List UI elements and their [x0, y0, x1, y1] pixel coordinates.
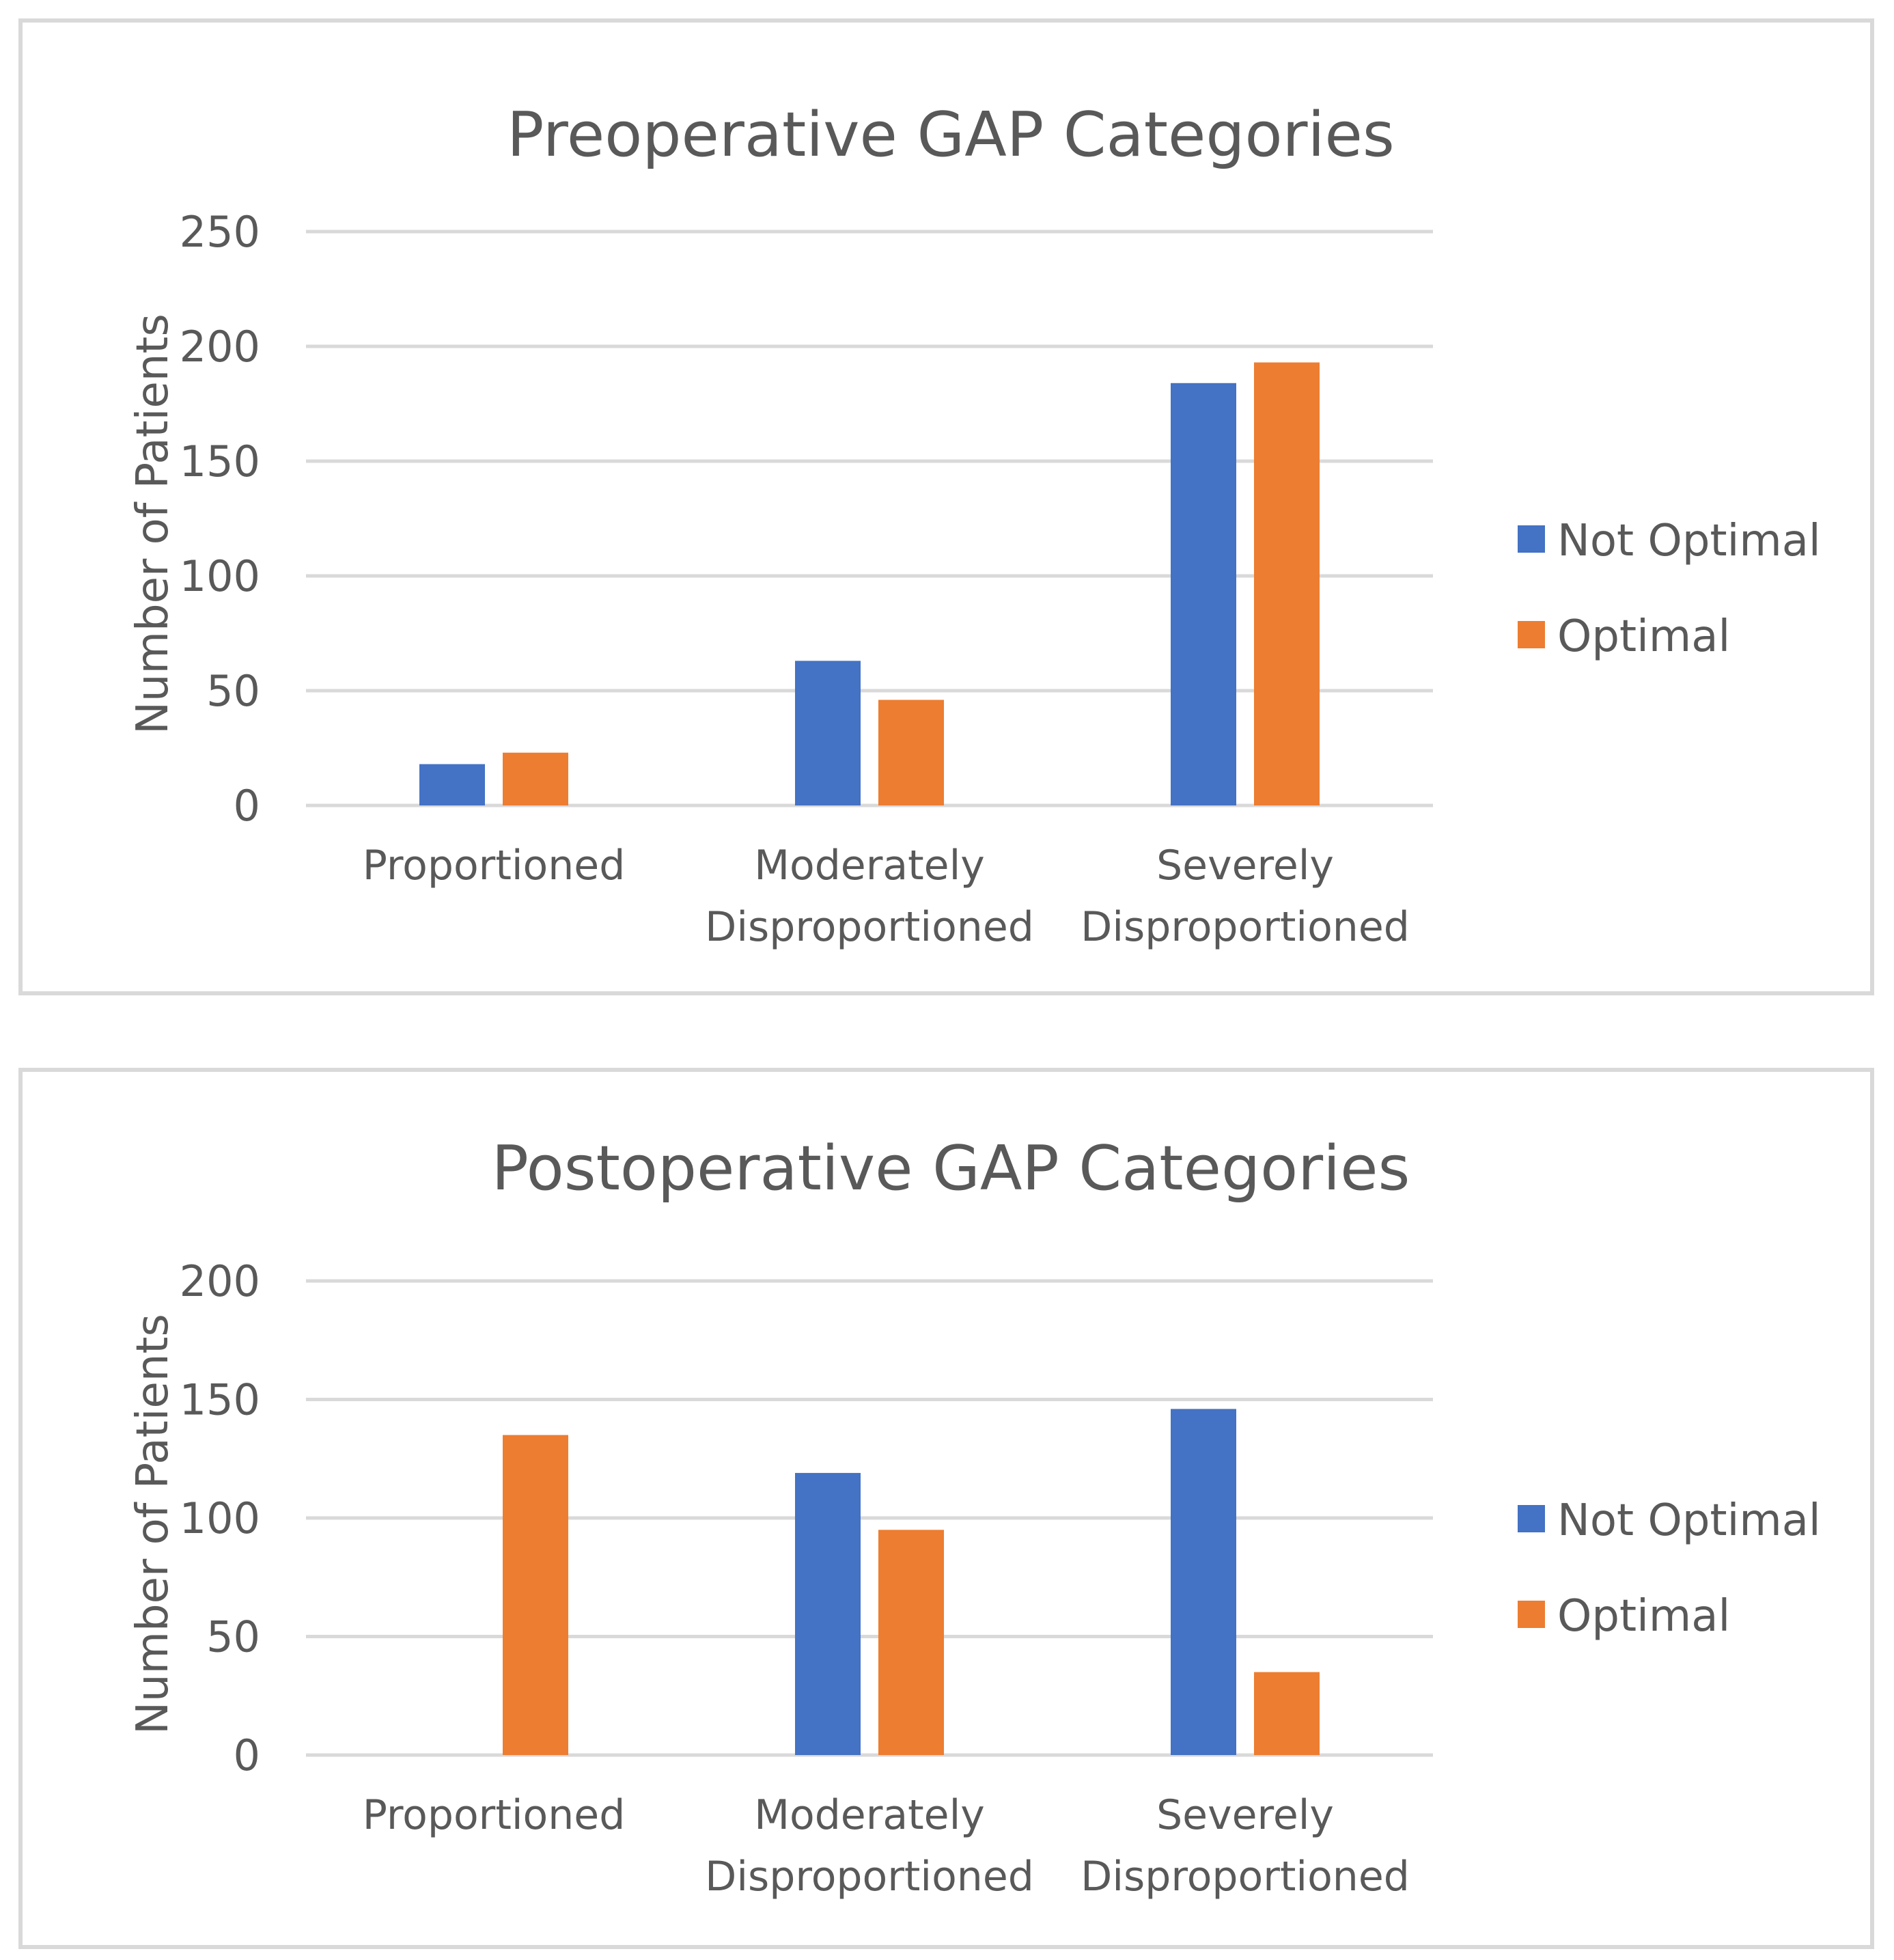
y-tick-label: 250 [180, 207, 260, 257]
bar-optimal [503, 752, 568, 805]
y-tick-label: 200 [180, 322, 260, 372]
bar-not-optimal [419, 764, 485, 805]
legend-swatch-not-optimal [1518, 525, 1545, 553]
bar-optimal [878, 1530, 944, 1755]
legend-label-optimal: Optimal [1557, 1591, 1730, 1642]
y-tick-label: 150 [180, 437, 260, 486]
y-axis-label: Number of Patients [128, 314, 178, 734]
bar-not-optimal [795, 661, 861, 805]
category-label: Severely Disproportioned [1081, 842, 1410, 951]
category-label: Severely Disproportioned [1081, 1791, 1410, 1901]
y-tick-label: 0 [234, 1730, 260, 1780]
category-label: Moderately Disproportioned [705, 842, 1034, 951]
bar-optimal [503, 1435, 568, 1755]
y-tick-label: 50 [206, 1612, 260, 1662]
category-label: Moderately Disproportioned [705, 1791, 1034, 1901]
y-tick-label: 150 [180, 1375, 260, 1425]
y-axis-label: Number of Patients [128, 1314, 178, 1735]
y-tick-label: 100 [180, 551, 260, 601]
preoperative-chart-panel: Preoperative GAP Categories Number of Pa… [18, 18, 1874, 995]
y-tick-label: 50 [206, 666, 260, 716]
legend-swatch-optimal [1518, 1601, 1545, 1628]
bar-optimal [1254, 1672, 1320, 1755]
legend-swatch-not-optimal [1518, 1505, 1545, 1532]
preoperative-chart: Preoperative GAP Categories Number of Pa… [128, 99, 1821, 951]
bar-not-optimal [795, 1473, 861, 1755]
y-tick-label: 100 [180, 1493, 260, 1543]
chart-title: Postoperative GAP Categories [492, 1133, 1410, 1204]
y-tick-label: 0 [234, 781, 260, 831]
bar-optimal [1254, 362, 1320, 805]
bar-optimal [878, 700, 944, 805]
legend-label-optimal: Optimal [1557, 611, 1730, 662]
legend-label-not-optimal: Not Optimal [1557, 1495, 1821, 1546]
bar-not-optimal [1171, 1409, 1236, 1755]
bar-not-optimal [1171, 383, 1236, 805]
category-label: Proportioned [363, 1791, 626, 1839]
postoperative-chart: Postoperative GAP Categories Number of P… [128, 1133, 1821, 1901]
legend-swatch-optimal [1518, 621, 1545, 648]
category-label: Proportioned [363, 842, 626, 889]
postoperative-chart-panel: Postoperative GAP Categories Number of P… [18, 1068, 1874, 1949]
legend-label-not-optimal: Not Optimal [1557, 516, 1821, 566]
chart-title: Preoperative GAP Categories [507, 99, 1395, 171]
y-tick-label: 200 [180, 1256, 260, 1306]
